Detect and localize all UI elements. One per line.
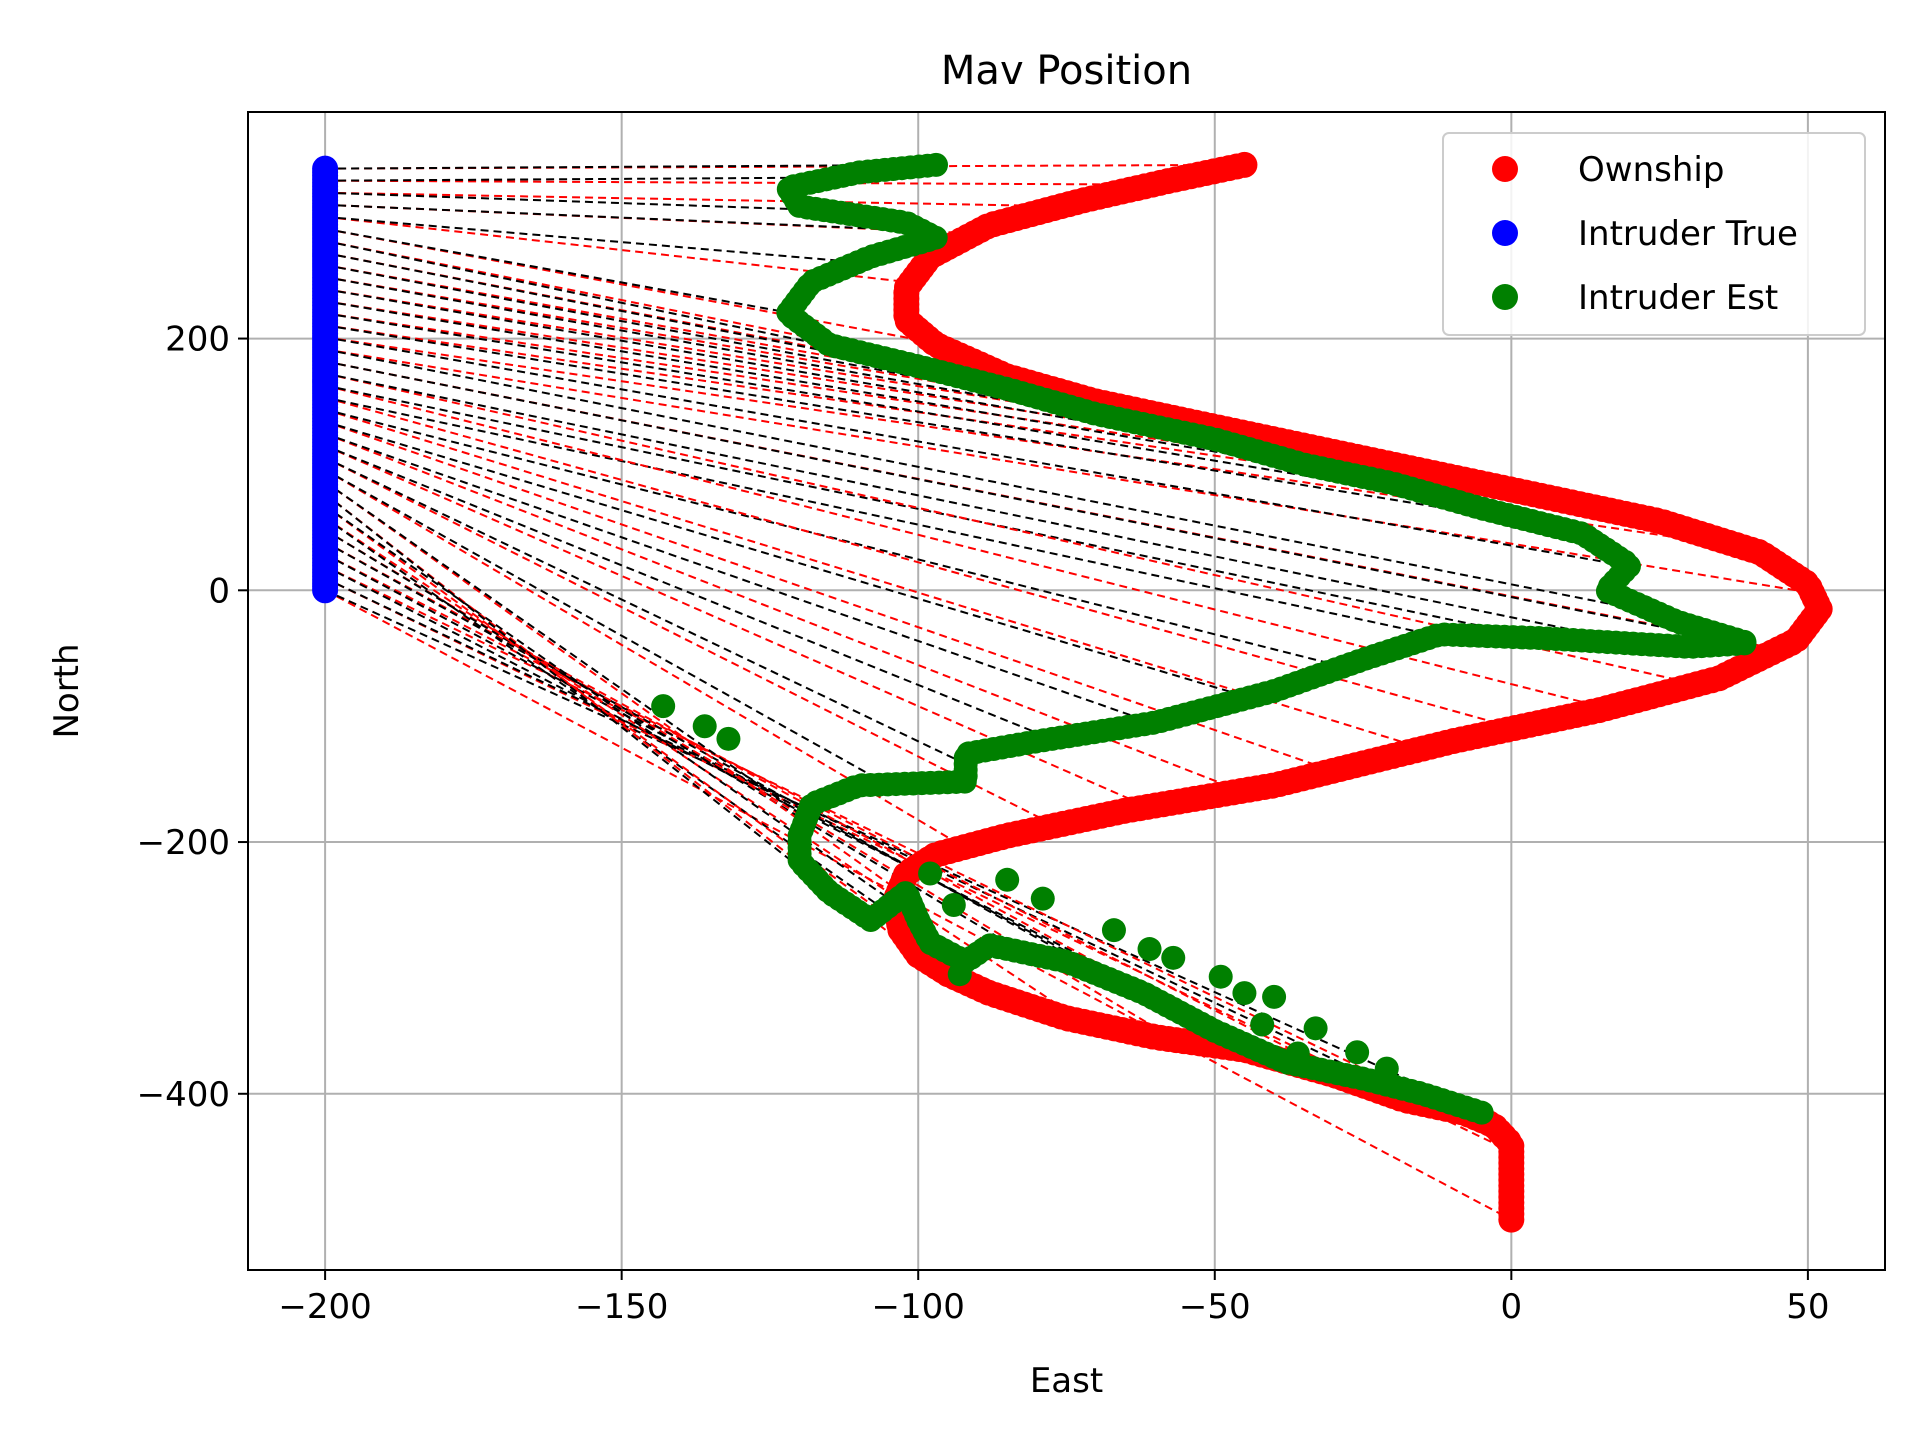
connector-line-black	[325, 191, 825, 212]
axes-frame	[247, 111, 1886, 1271]
connector-line-black	[324, 239, 869, 356]
connector-line-black	[324, 444, 1053, 740]
intruder-est-point	[947, 962, 972, 987]
intruder-est-point	[918, 861, 943, 886]
legend-label: Intruder True	[1578, 214, 1798, 254]
legend: Ownship Intruder True Intruder Est	[1442, 132, 1866, 336]
legend-label: Ownship	[1578, 150, 1724, 190]
connector-line-red	[324, 589, 1512, 1221]
connector-line-black	[324, 481, 807, 819]
intruder-est-point	[716, 726, 741, 751]
tick-marks: −200 −150 −100 −50 0 50 −400 −200 0 200	[137, 320, 1830, 1327]
connector-line-red	[324, 264, 1197, 424]
y-tick-label: 200	[165, 320, 230, 360]
connector-line-red	[324, 553, 1358, 1085]
connector-line-black	[325, 215, 858, 264]
legend-label: Intruder Est	[1578, 278, 1778, 318]
intruder-est-point	[1345, 1040, 1370, 1065]
connector-line-black	[325, 163, 937, 170]
connector-line-red	[325, 191, 1062, 208]
x-tick-label: −50	[1179, 1287, 1251, 1327]
intruder-est-point	[1262, 984, 1287, 1009]
connector-line-black	[324, 493, 824, 887]
connector-line-black	[324, 517, 939, 948]
x-tick-label: 0	[1501, 1287, 1523, 1327]
connector-line-black	[324, 384, 1540, 640]
connector-line-red	[325, 179, 1153, 186]
intruder-est-point	[1101, 918, 1126, 943]
series-intruder-true	[312, 155, 339, 604]
intruder-est-point	[941, 892, 966, 917]
connector-line-black	[324, 251, 966, 380]
legend-marker	[1492, 284, 1518, 310]
connector-line-black	[324, 324, 1549, 527]
connector-line-red	[324, 408, 1424, 750]
connector-line-red	[324, 336, 1745, 549]
connector-line-black	[324, 372, 1642, 646]
connector-line-black	[324, 541, 1118, 983]
chart-title: Mav Position	[941, 48, 1192, 94]
connector-line-red	[324, 541, 1270, 1058]
intruder-est-point	[1208, 964, 1233, 989]
intruder-est-point	[692, 714, 717, 739]
intruder-est-point	[651, 694, 676, 719]
legend-box	[1442, 132, 1866, 336]
connector-line-black	[324, 420, 1250, 699]
intruder-est-point	[924, 152, 949, 177]
y-tick-label: −200	[137, 823, 230, 863]
connector-line-black	[324, 432, 1154, 724]
connector-line-black	[325, 176, 835, 182]
x-axis-label: East	[1030, 1361, 1103, 1401]
connector-line-black	[325, 203, 922, 232]
connector-line-black	[324, 589, 1483, 1114]
intruder-est-point	[1285, 1041, 1310, 1066]
series-layer	[312, 151, 1833, 1233]
intruder-est-point	[1303, 1016, 1328, 1041]
intruder-true-point	[312, 155, 339, 182]
connector-line-red	[324, 215, 911, 284]
intruder-est-point	[1137, 937, 1162, 962]
connector-line-black	[324, 288, 1258, 453]
connector-line-red	[324, 456, 1056, 827]
intruder-est-point	[1030, 886, 1055, 911]
connector-line-red	[324, 348, 1813, 594]
ownship-point	[1231, 151, 1258, 178]
intruder-est-point	[995, 867, 1020, 892]
x-tick-label: −100	[872, 1287, 965, 1327]
connector-line-black	[324, 300, 1355, 477]
intruder-est-point	[1161, 945, 1186, 970]
legend-marker	[1492, 156, 1518, 182]
y-tick-label: −400	[137, 1075, 230, 1115]
connector-line-black	[324, 456, 967, 765]
connector-line-black	[324, 227, 789, 314]
x-tick-label: −200	[278, 1287, 371, 1327]
connector-line-black	[324, 360, 1745, 645]
connector-line-black	[324, 312, 1452, 501]
x-tick-label: −150	[575, 1287, 668, 1327]
connector-line-black	[324, 348, 1660, 615]
legend-marker	[1492, 220, 1518, 246]
intruder-est-point	[1374, 1056, 1399, 1081]
y-tick-label: 0	[208, 571, 230, 611]
connector-line-black	[324, 468, 889, 786]
connector-line-black	[324, 396, 1437, 637]
connector-line-red	[324, 276, 1289, 444]
intruder-est-point	[1232, 981, 1257, 1006]
series-intruder-est	[651, 152, 1757, 1125]
y-axis-label: North	[47, 643, 87, 738]
x-tick-label: 50	[1786, 1287, 1829, 1327]
intruder-est-point	[1250, 1012, 1275, 1037]
